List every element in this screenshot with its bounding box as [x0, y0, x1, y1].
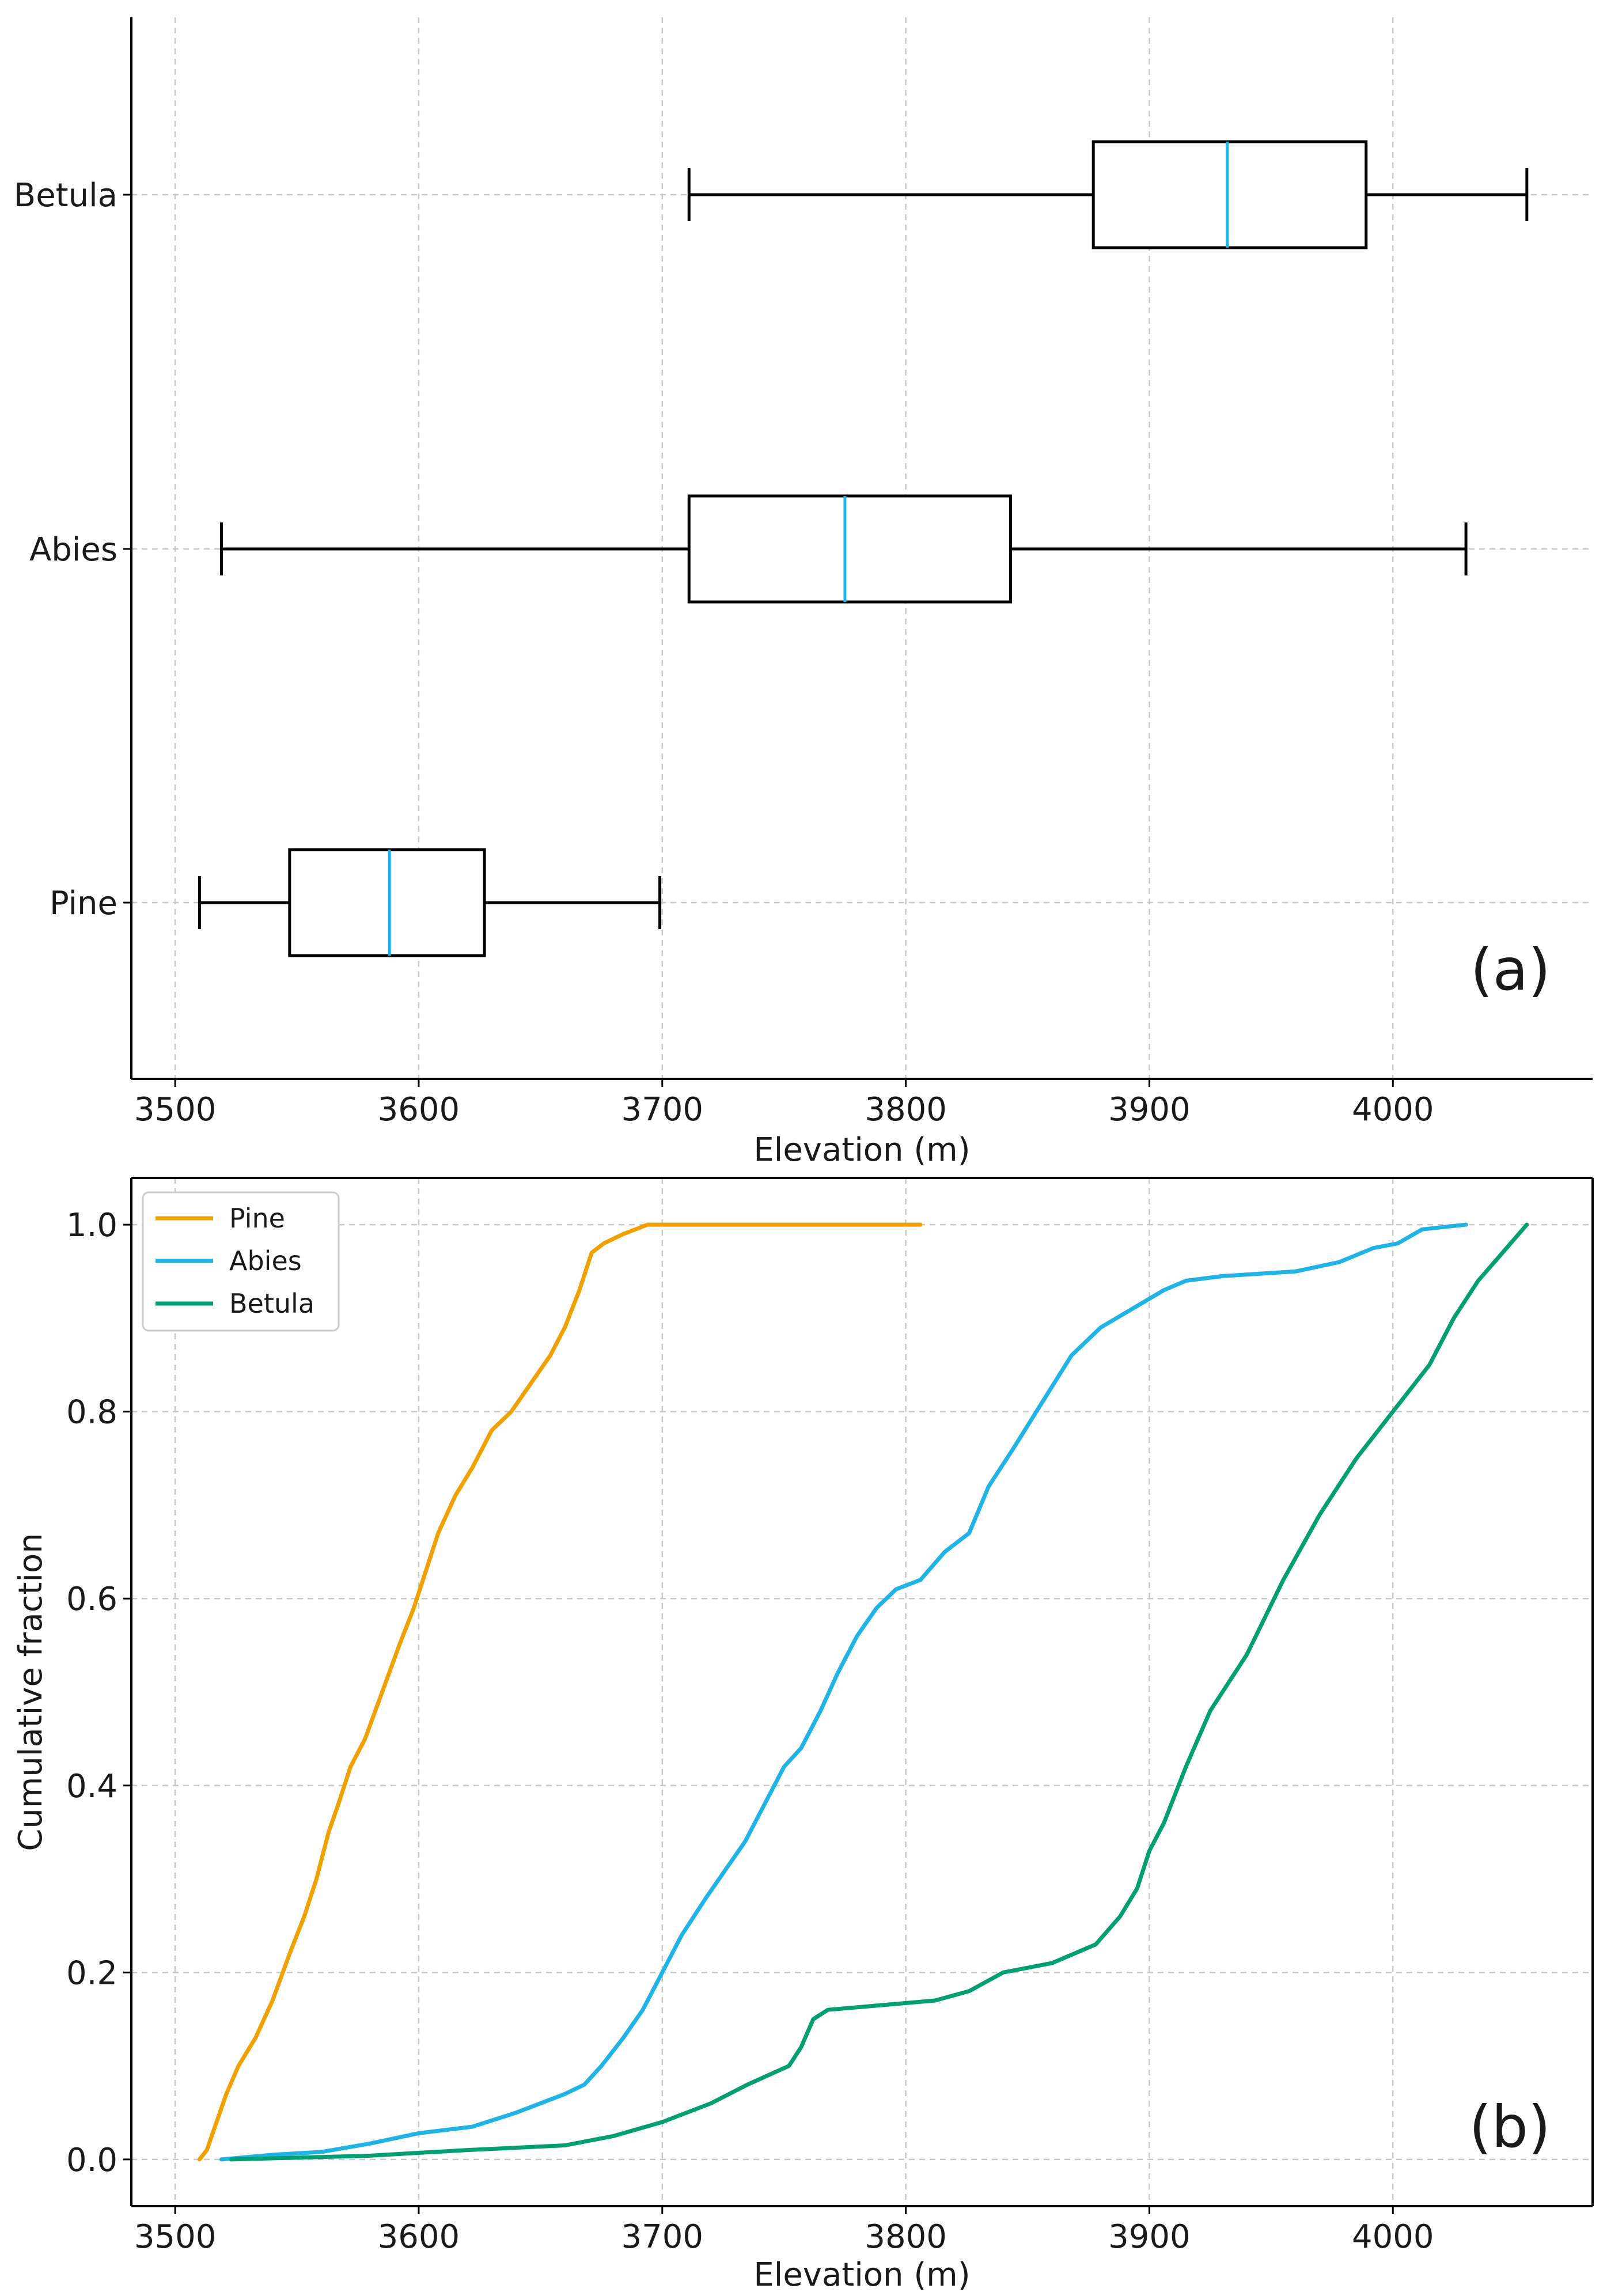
series-line-betula: [229, 1222, 1529, 2162]
legend-label-betula: Betula: [229, 1288, 314, 1319]
x-tick-label-3500: 3500: [134, 2218, 217, 2256]
series-line-abies: [219, 1222, 1468, 2162]
series-line-pine: [197, 1222, 923, 2162]
x-tick-label-3600: 3600: [378, 2218, 460, 2256]
panel-b-x-axis-label: Elevation (m): [753, 2256, 970, 2294]
x-tick-label-3600: 3600: [378, 1091, 460, 1128]
legend-frame: [142, 1191, 340, 1332]
panel-a-boxes: [198, 140, 1529, 957]
y-tick-label-0.8: 0.8: [66, 1394, 118, 1431]
x-tick-label-3800: 3800: [865, 1091, 947, 1128]
y-tick-label-1.0: 1.0: [66, 1207, 118, 1244]
y-tick-label-0.4: 0.4: [66, 1768, 118, 1805]
panel-b-tag: (b): [1469, 2093, 1551, 2161]
category-label-abies: Abies: [29, 531, 118, 569]
panel-b-axes: 3500 3600 3700 3800 3900 4000 0.0 0.2 0.4 0.6 0.8 1…: [66, 1177, 1594, 2256]
legend-label-pine: Pine: [229, 1203, 285, 1234]
category-label-betula: Betula: [14, 177, 118, 214]
y-tick-label-0.2: 0.2: [66, 1954, 118, 1992]
x-tick-label-3900: 3900: [1108, 1091, 1191, 1128]
x-tick-label-4000: 4000: [1352, 1091, 1434, 1128]
panel-b-cdf: 3500 3600 3700 3800 3900 4000 0.0 0.2 0.4 0.6 0.8 1…: [12, 1177, 1594, 2294]
x-tick-label-3700: 3700: [621, 2218, 704, 2256]
category-label-pine: Pine: [50, 885, 118, 922]
legend-label-abies: Abies: [229, 1245, 302, 1276]
panel-a-boxplot: 3500 3600 3700 3800 3900 4000PineAbiesBetula …: [14, 17, 1593, 1169]
panel-a-axes: 3500 3600 3700 3800 3900 4000 Pine Abies Betula: [14, 17, 1593, 1128]
x-tick-label-4000: 4000: [1352, 2218, 1434, 2256]
panel-b-grid: [131, 1178, 1593, 2206]
panel-a-x-axis-label: Elevation (m): [753, 1131, 970, 1169]
x-tick-label-3700: 3700: [621, 1091, 704, 1128]
panel-b-y-axis-label: Cumulative fraction: [12, 1533, 50, 1851]
legend: Pine Abies Betula: [142, 1191, 340, 1332]
x-tick-label-3500: 3500: [134, 1091, 217, 1128]
y-tick-label-0.6: 0.6: [66, 1581, 118, 1618]
x-tick-label-3900: 3900: [1108, 2218, 1191, 2256]
x-tick-label-3800: 3800: [865, 2218, 947, 2256]
box-abies: [687, 494, 1012, 604]
panel-a-tag: (a): [1470, 936, 1551, 1003]
panel-b-lines: [197, 1222, 1529, 2162]
box-pine: [288, 848, 486, 957]
box-betula: [1091, 140, 1368, 249]
y-tick-label-0.0: 0.0: [66, 2142, 118, 2179]
